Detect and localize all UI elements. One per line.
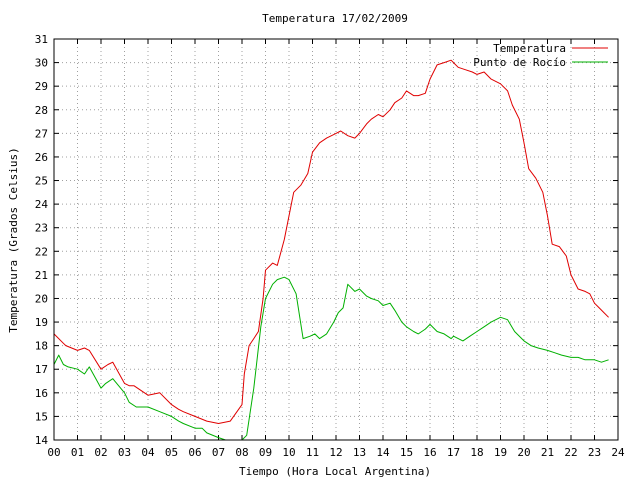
y-tick-label: 26 bbox=[35, 151, 48, 164]
y-tick-label: 15 bbox=[35, 410, 48, 423]
x-tick-label: 19 bbox=[494, 446, 507, 459]
x-tick-label: 24 bbox=[611, 446, 625, 459]
x-tick-label: 15 bbox=[400, 446, 413, 459]
x-tick-label: 02 bbox=[94, 446, 107, 459]
x-tick-label: 16 bbox=[423, 446, 436, 459]
x-tick-label: 09 bbox=[259, 446, 272, 459]
y-tick-label: 17 bbox=[35, 363, 48, 376]
axis-ticks: 14 15 16 17 18 19 20 21 22 23 24 25 26 27 28 29 30 31 00 01… bbox=[35, 33, 625, 459]
x-tick-label: 03 bbox=[118, 446, 131, 459]
x-tick-label: 04 bbox=[141, 446, 155, 459]
y-tick-label: 18 bbox=[35, 340, 48, 353]
x-tick-label: 18 bbox=[470, 446, 483, 459]
x-tick-label: 00 bbox=[47, 446, 60, 459]
legend-label: Punto de Rocío bbox=[473, 56, 566, 69]
y-tick-label: 14 bbox=[35, 434, 49, 447]
y-tick-label: 22 bbox=[35, 245, 48, 258]
y-tick-label: 21 bbox=[35, 269, 48, 282]
x-tick-label: 17 bbox=[447, 446, 460, 459]
y-tick-label: 27 bbox=[35, 127, 48, 140]
y-tick-label: 23 bbox=[35, 222, 48, 235]
y-tick-label: 20 bbox=[35, 292, 48, 305]
y-tick-label: 28 bbox=[35, 104, 48, 117]
x-tick-label: 22 bbox=[564, 446, 577, 459]
y-tick-label: 24 bbox=[35, 198, 49, 211]
y-tick-label: 19 bbox=[35, 316, 48, 329]
series-lines bbox=[53, 59, 609, 441]
x-tick-label: 08 bbox=[235, 446, 248, 459]
y-axis-label: Temperatura (Grados Celsius) bbox=[7, 147, 20, 332]
x-tick-label: 13 bbox=[353, 446, 366, 459]
x-tick-label: 06 bbox=[188, 446, 201, 459]
x-tick-label: 10 bbox=[282, 446, 295, 459]
x-tick-label: 11 bbox=[306, 446, 319, 459]
x-tick-label: 20 bbox=[517, 446, 530, 459]
y-tick-label: 25 bbox=[35, 175, 48, 188]
x-axis-label: Tiempo (Hora Local Argentina) bbox=[239, 465, 431, 478]
series-line-0 bbox=[53, 59, 609, 424]
x-tick-label: 12 bbox=[329, 446, 342, 459]
x-tick-label: 05 bbox=[165, 446, 178, 459]
x-tick-label: 01 bbox=[71, 446, 84, 459]
legend-label: Temperatura bbox=[493, 42, 566, 55]
x-tick-label: 07 bbox=[212, 446, 225, 459]
chart-title: Temperatura 17/02/2009 bbox=[262, 12, 408, 25]
series-line-1 bbox=[53, 276, 609, 441]
y-tick-label: 30 bbox=[35, 57, 48, 70]
y-tick-label: 16 bbox=[35, 387, 48, 400]
x-tick-label: 23 bbox=[588, 446, 601, 459]
x-tick-label: 14 bbox=[376, 446, 390, 459]
y-tick-label: 29 bbox=[35, 80, 48, 93]
y-tick-label: 31 bbox=[35, 33, 48, 46]
x-tick-label: 21 bbox=[541, 446, 554, 459]
grid-lines bbox=[53, 38, 619, 441]
plot-frame bbox=[53, 38, 619, 441]
